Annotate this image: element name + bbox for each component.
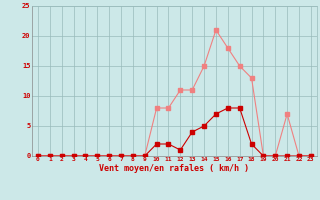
X-axis label: Vent moyen/en rafales ( km/h ): Vent moyen/en rafales ( km/h ) bbox=[100, 164, 249, 173]
